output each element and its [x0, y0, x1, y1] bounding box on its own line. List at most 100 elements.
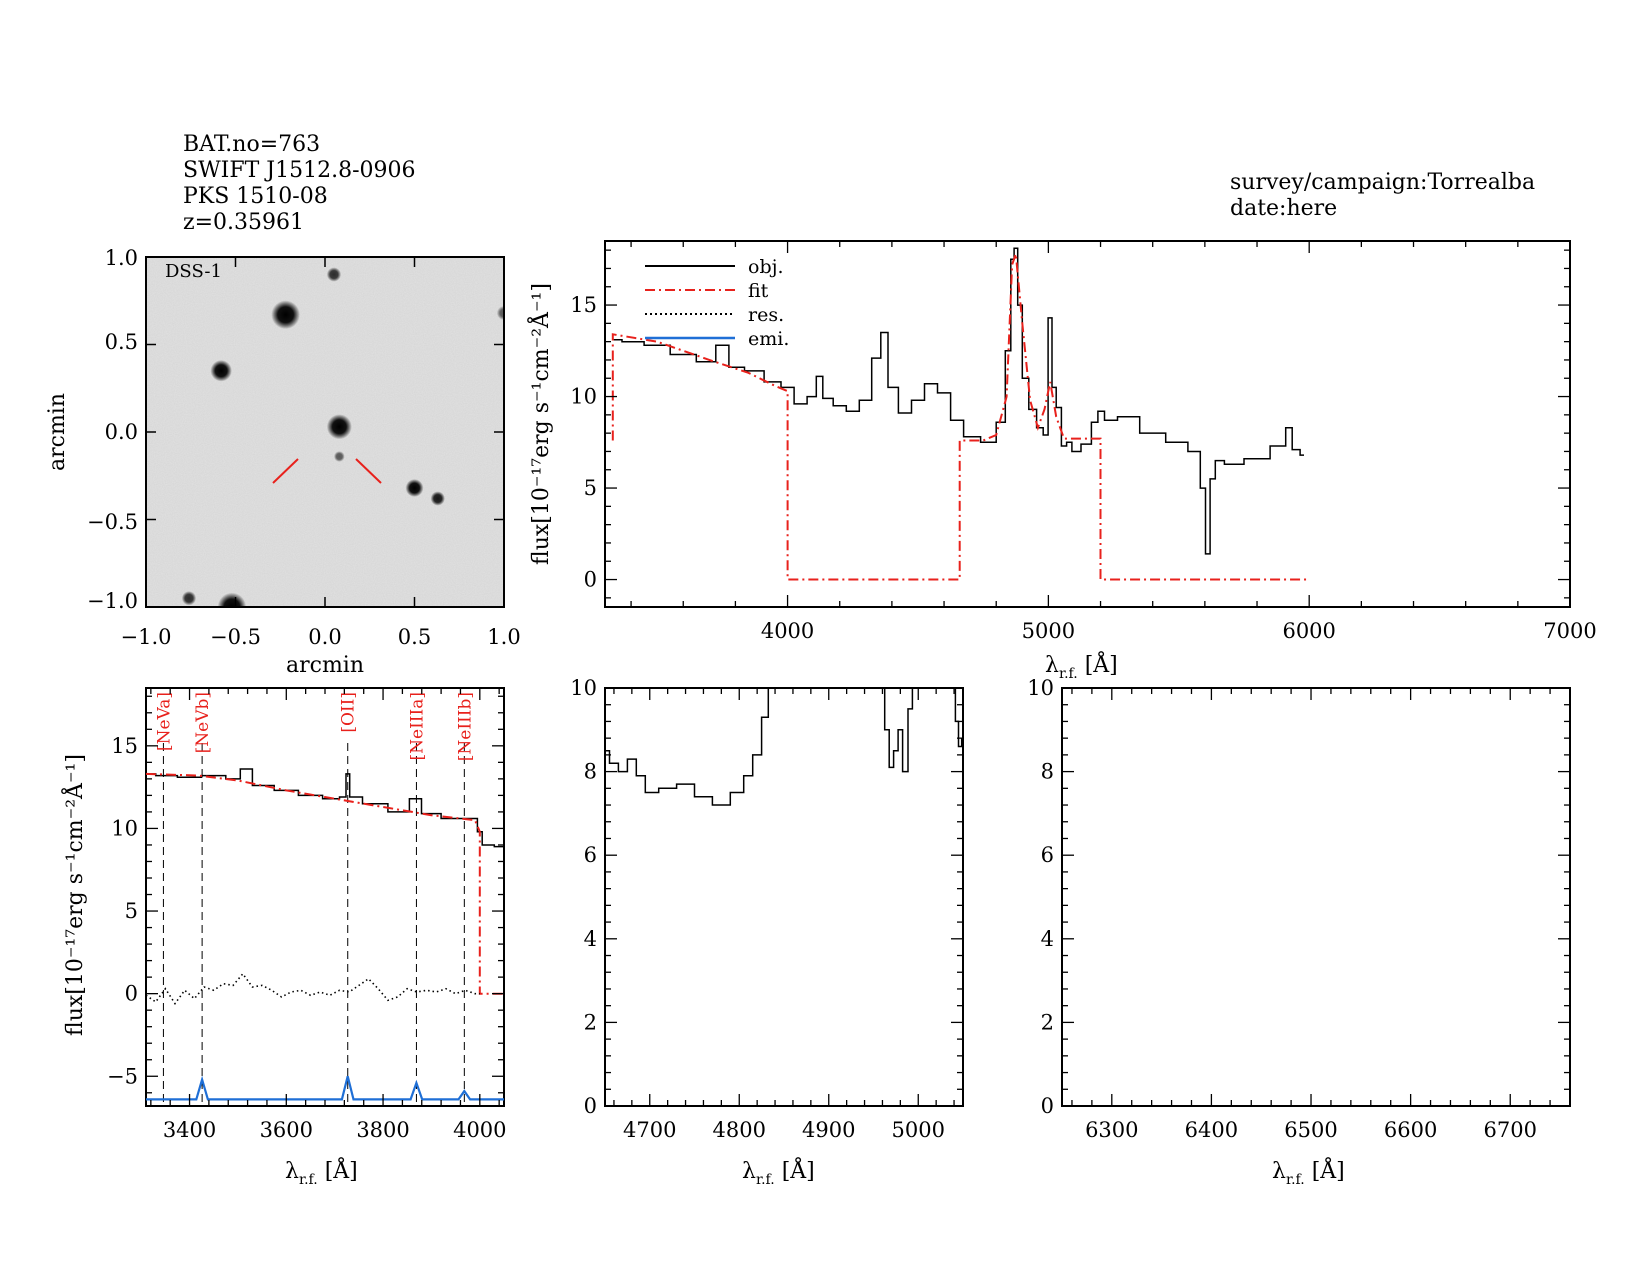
zoom2-xtick-label: 5000 — [892, 1118, 945, 1142]
zoom1-ytick-label: 10 — [111, 816, 138, 840]
zoom3-ytick-label: 10 — [1027, 676, 1054, 700]
zoom2-ytick-label: 6 — [584, 843, 597, 867]
zoom3-x-axis-title: λr.f. [Å] — [1272, 1156, 1345, 1188]
target-marker-left — [272, 458, 299, 484]
main-ytick-label: 5 — [584, 476, 597, 500]
image-xtick-label: 1.0 — [487, 625, 520, 649]
zoom-panel-hbeta-oiii: 4700 4800 4900 5000 0 2 4 6 8 10 λr.f. [Å] — [570, 676, 964, 1188]
image-y-axis-title: arcmin — [45, 393, 70, 471]
zoom2-frame — [604, 687, 964, 1107]
zoom3-xtick-label: 6400 — [1185, 1118, 1238, 1142]
zoom1-xtick-label: 3800 — [356, 1118, 409, 1142]
emission-line-label: [NeVa] — [154, 692, 174, 751]
header-survey: survey/campaign:Torrealba — [1230, 170, 1535, 195]
spectrum-legend: obj. fit res. emi. — [645, 256, 789, 350]
target-marker-right — [355, 458, 382, 484]
main-spectrum-plot: 4000 5000 6000 7000 0 5 10 15 — [570, 241, 1597, 643]
zoom3-xtick-label: 6700 — [1484, 1118, 1537, 1142]
sky-noise — [146, 257, 504, 607]
header-redshift: z=0.35961 — [183, 210, 304, 235]
star-source — [181, 591, 197, 606]
series-obj-line — [612, 247, 1304, 555]
series-obj-line — [882, 688, 914, 773]
star-source — [496, 305, 504, 321]
star-source — [326, 414, 352, 440]
zoom3-plot: 6300 6400 6500 6600 6700 0 2 4 6 8 10 — [1027, 676, 1571, 1142]
zoom2-xtick-label: 4700 — [623, 1118, 676, 1142]
zoom1-ytick-label: −5 — [107, 1064, 138, 1088]
zoom3-ytick-label: 0 — [1041, 1094, 1054, 1118]
zoom2-ytick-label: 0 — [584, 1094, 597, 1118]
main-x-axis-title: λr.f. [Å] — [1045, 650, 1118, 682]
zoom2-ytick-label: 4 — [584, 927, 597, 951]
image-xtick-label: −1.0 — [121, 625, 172, 649]
main-y-axis-title: flux[10⁻¹⁷erg s⁻¹cm⁻²Å⁻¹] — [526, 283, 554, 565]
header-swift-name: SWIFT J1512.8-0906 — [183, 158, 416, 183]
image-ytick-label: 0.5 — [105, 330, 138, 354]
legend-res-label: res. — [748, 304, 784, 326]
zoom3-ytick-label: 2 — [1041, 1010, 1054, 1034]
zoom-panel-halpha: 6300 6400 6500 6600 6700 0 2 4 6 8 10 λr.f. [Å] — [1027, 676, 1571, 1188]
series-res-line — [146, 972, 480, 1006]
star-source — [271, 300, 300, 330]
legend-obj-label: obj. — [748, 256, 784, 278]
emission-line-label: [NeIIIb] — [455, 692, 475, 761]
zoom2-xtick-label: 4800 — [713, 1118, 766, 1142]
zoom1-series-group — [146, 743, 504, 1106]
image-ticks — [145, 256, 505, 608]
header-pks-name: PKS 1510-08 — [183, 184, 328, 209]
zoom3-frame — [1061, 687, 1571, 1107]
image-ytick-label: −0.5 — [87, 510, 138, 534]
emission-line-label: [NeVb] — [193, 692, 213, 753]
image-ytick-label: −1.0 — [87, 589, 138, 613]
legend-fit-label: fit — [748, 280, 769, 302]
image-ytick-label: 1.0 — [105, 246, 138, 270]
series-obj-line — [605, 688, 771, 806]
survey-header: survey/campaign:Torrealba date:here — [1230, 170, 1535, 221]
main-spectrum-panel: 4000 5000 6000 7000 0 5 10 15 obj. fit res. emi… — [526, 240, 1597, 682]
series-fit-line — [611, 253, 1310, 581]
star-source — [405, 479, 424, 497]
zoom1-y-axis-title: flux[10⁻¹⁷erg s⁻¹cm⁻²Å⁻¹] — [60, 754, 88, 1036]
main-series-group — [611, 247, 1310, 581]
zoom3-xtick-label: 6300 — [1085, 1118, 1138, 1142]
main-xtick-label: 4000 — [761, 619, 814, 643]
zoom2-plot: 4700 4800 4900 5000 0 2 4 6 8 10 — [570, 676, 963, 1142]
star-field — [181, 267, 504, 607]
main-spectrum-frame — [604, 240, 1571, 608]
zoom1-xtick-label: 3600 — [260, 1118, 313, 1142]
image-xtick-label: −0.5 — [210, 625, 261, 649]
series-emi-line — [146, 1075, 504, 1101]
header-bat-number: BAT.no=763 — [183, 132, 320, 157]
zoom2-xtick-label: 4900 — [802, 1118, 855, 1142]
zoom1-plot: [NeVa] [NeVb] [OII] [NeIIIa] [NeIIIb] 3400 360… — [107, 688, 507, 1142]
main-xtick-label: 7000 — [1543, 619, 1596, 643]
dss-image-panel: DSS-1 −1.0 −0.5 0.0 0.5 1.0 1.0 0.5 0.0 … — [45, 246, 521, 678]
main-xtick-label: 5000 — [1022, 619, 1075, 643]
emission-line-label: [OII] — [339, 692, 359, 733]
zoom1-xtick-label: 4000 — [453, 1118, 506, 1142]
main-ytick-label: 0 — [584, 568, 597, 592]
series-obj-line — [954, 688, 963, 748]
object-header: BAT.no=763 SWIFT J1512.8-0906 PKS 1510-0… — [183, 132, 416, 235]
zoom2-ytick-label: 2 — [584, 1010, 597, 1034]
emission-line-label: [NeIIIa] — [407, 692, 427, 760]
star-source — [430, 491, 445, 506]
image-x-axis-title: arcmin — [286, 653, 364, 678]
image-xtick-label: 0.5 — [398, 625, 431, 649]
zoom3-xtick-label: 6600 — [1384, 1118, 1437, 1142]
zoom2-series-group — [605, 688, 963, 806]
image-survey-label: DSS-1 — [165, 261, 222, 282]
zoom2-ytick-label: 10 — [570, 676, 597, 700]
zoom1-ytick-label: 0 — [125, 982, 138, 1006]
series-obj-line — [146, 768, 504, 848]
zoom1-xtick-label: 3400 — [163, 1118, 216, 1142]
star-source — [326, 267, 342, 282]
main-ytick-label: 10 — [570, 385, 597, 409]
zoom1-ytick-label: 5 — [125, 899, 138, 923]
zoom3-ytick-label: 8 — [1041, 760, 1054, 784]
zoom1-x-axis-title: λr.f. [Å] — [285, 1156, 358, 1188]
zoom2-x-axis-title: λr.f. [Å] — [742, 1156, 815, 1188]
star-source — [217, 592, 247, 607]
